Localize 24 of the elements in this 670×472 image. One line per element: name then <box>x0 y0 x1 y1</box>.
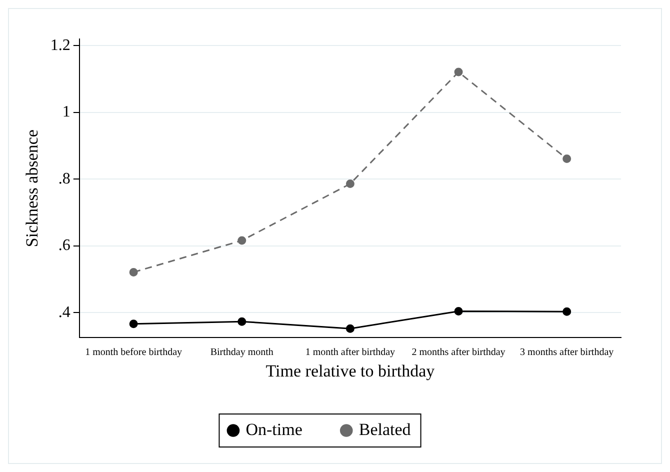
point <box>562 307 572 316</box>
x-tick-label: 1 month before birthday <box>85 347 182 358</box>
point <box>238 317 246 326</box>
x-axis-title: Time relative to birthday <box>266 361 436 380</box>
x-tick-label: 3 months after birthday <box>520 347 614 358</box>
y-tick-label: .4 <box>58 304 70 321</box>
y-tick-label: .8 <box>58 170 70 188</box>
y-axis-title: Sickness absence <box>22 130 42 248</box>
point <box>454 306 463 316</box>
point <box>238 236 246 245</box>
point <box>346 180 354 188</box>
point <box>346 324 354 333</box>
point <box>454 68 463 76</box>
point <box>129 268 138 276</box>
x-tick-label: 2 months after birthday <box>412 347 506 358</box>
legend-label: On-time <box>246 420 302 439</box>
legend-label: Belated <box>358 420 412 439</box>
x-tick-label: 1 month after birthday <box>305 347 396 358</box>
point <box>562 154 572 164</box>
y-tick-label: .6 <box>58 237 70 254</box>
y-tick-label: 1 <box>62 104 70 121</box>
y-tick-label: 1.2 <box>50 36 70 54</box>
x-tick-label: Birthday month <box>210 347 274 358</box>
point <box>129 320 138 328</box>
